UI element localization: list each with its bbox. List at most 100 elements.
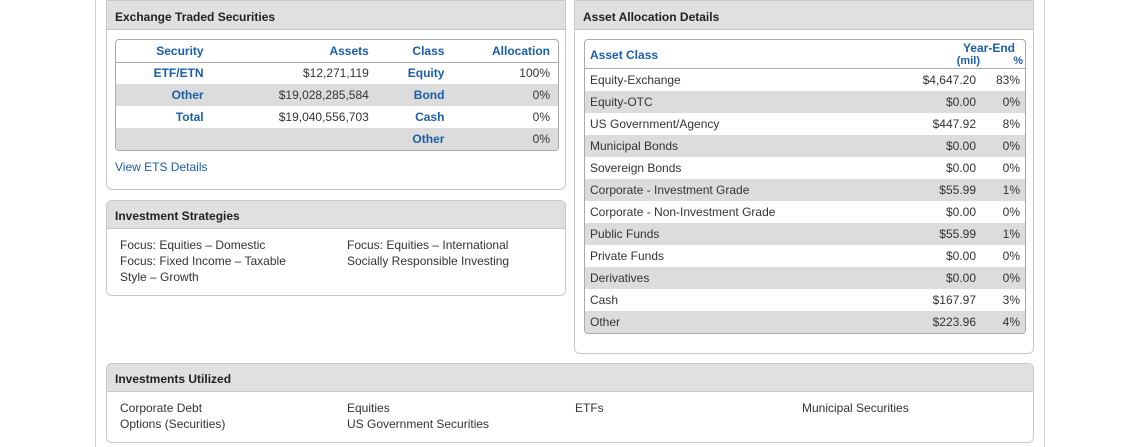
ets-security-cell <box>116 128 210 150</box>
list-item: Corporate Debt <box>120 401 203 415</box>
list-item: Municipal Securities <box>802 401 909 415</box>
allocation-panel-title: Asset Allocation Details <box>575 1 1033 30</box>
table-row: Cash $167.97 3% <box>585 289 1025 311</box>
table-row: Public Funds $55.99 1% <box>585 223 1025 245</box>
ets-class-cell: Equity <box>407 66 445 81</box>
table-row: Equity-Exchange $4,647.20 83% <box>585 69 1025 91</box>
asset-class-pct: 0% <box>1002 271 1020 285</box>
table-row: US Government/Agency $447.92 8% <box>585 113 1025 135</box>
allocation-header-asset-class[interactable]: Asset Class <box>590 48 659 62</box>
allocation-header-pct[interactable]: % <box>1013 55 1023 67</box>
ets-class-cell: Bond <box>374 84 451 106</box>
asset-class-name: Municipal Bonds <box>590 139 679 153</box>
table-row: Sovereign Bonds $0.00 0% <box>585 157 1025 179</box>
asset-class-value: $4,647.20 <box>922 73 976 87</box>
table-row: Private Funds $0.00 0% <box>585 245 1025 267</box>
ets-allocation-cell: 0% <box>532 110 550 124</box>
strategies-panel-title: Investment Strategies <box>107 201 565 229</box>
ets-security-cell: Other <box>116 84 210 106</box>
asset-class-name: Private Funds <box>590 249 665 263</box>
asset-class-value: $0.00 <box>945 95 976 109</box>
table-row: Other 0% <box>116 128 558 150</box>
asset-class-name: Equity-Exchange <box>590 73 681 87</box>
list-item: Focus: Equities – International <box>347 238 509 252</box>
table-row: Equity-OTC $0.00 0% <box>585 91 1025 113</box>
asset-class-pct: 4% <box>1002 315 1020 329</box>
utilized-column-1: Corporate Debt Options (Securities) <box>120 400 225 432</box>
ets-panel-title: Exchange Traded Securities <box>107 1 565 30</box>
asset-class-name: Corporate - Investment Grade <box>590 183 750 197</box>
allocation-header-year-end: Year-End <box>962 41 1015 55</box>
list-item: Socially Responsible Investing <box>347 254 510 268</box>
asset-class-name: Sovereign Bonds <box>590 161 682 175</box>
ets-header-row: Security Assets Class Allocation <box>116 40 558 63</box>
ets-security-cell: Total <box>175 110 204 124</box>
list-item: Equities <box>347 401 390 415</box>
strategies-panel: Investment Strategies Focus: Equities – … <box>106 200 566 296</box>
ets-assets-cell: $19,040,556,703 <box>278 110 369 124</box>
ets-header-class[interactable]: Class <box>374 40 451 63</box>
ets-class-cell: Other <box>374 128 451 150</box>
ets-panel: Exchange Traded Securities Security Asse… <box>106 0 566 190</box>
frame-left-border <box>95 0 96 447</box>
ets-header-allocation[interactable]: Allocation <box>450 40 558 63</box>
allocation-panel: Asset Allocation Details Asset Class Yea… <box>574 0 1034 354</box>
table-row: Corporate - Investment Grade $55.99 1% <box>585 179 1025 201</box>
ets-assets-cell: $12,271,119 <box>302 66 369 81</box>
asset-class-value: $0.00 <box>945 249 976 263</box>
utilized-panel-title: Investments Utilized <box>107 364 1033 392</box>
allocation-table: Asset Class Year-End (mil) % Equity-Exch… <box>584 39 1026 334</box>
asset-class-pct: 0% <box>1002 161 1020 175</box>
asset-class-pct: 83% <box>995 73 1020 87</box>
list-item: ETFs <box>575 401 604 415</box>
strategies-left-column: Focus: Equities – Domestic Focus: Fixed … <box>120 237 286 285</box>
utilized-column-2: Equities US Government Securities <box>347 400 489 432</box>
allocation-header-row: Asset Class Year-End (mil) % <box>585 40 1025 69</box>
asset-class-value: $0.00 <box>945 271 976 285</box>
frame-right-border <box>1044 0 1045 447</box>
asset-class-name: Other <box>590 315 621 329</box>
ets-allocation-cell: 0% <box>450 128 558 150</box>
table-row: Corporate - Non-Investment Grade $0.00 0% <box>585 201 1025 223</box>
ets-assets-cell: $19,028,285,584 <box>209 84 375 106</box>
asset-class-value: $0.00 <box>945 205 976 219</box>
asset-class-value: $0.00 <box>945 161 976 175</box>
table-row: Other $223.96 4% <box>585 311 1025 333</box>
ets-assets-cell <box>209 128 375 150</box>
utilized-panel: Investments Utilized Corporate Debt Opti… <box>106 363 1034 443</box>
asset-class-pct: 8% <box>1002 117 1020 131</box>
ets-security-cell: ETF/ETN <box>153 66 204 81</box>
asset-class-pct: 0% <box>1002 95 1020 109</box>
asset-class-name: Equity-OTC <box>590 95 653 109</box>
ets-allocation-cell: 0% <box>450 84 558 106</box>
asset-class-name: US Government/Agency <box>590 117 720 131</box>
ets-allocation-cell: 100% <box>519 66 550 81</box>
ets-table: Security Assets Class Allocation ETF/ETN… <box>115 39 559 151</box>
ets-class-cell: Cash <box>415 110 445 124</box>
table-row: Other $19,028,285,584 Bond 0% <box>116 84 558 106</box>
asset-class-pct: 0% <box>1002 205 1020 219</box>
asset-class-value: $167.97 <box>932 293 976 307</box>
asset-class-pct: 0% <box>1002 249 1020 263</box>
allocation-header-mil[interactable]: (mil) <box>956 55 980 67</box>
asset-class-name: Derivatives <box>590 271 650 285</box>
ets-header-assets[interactable]: Assets <box>209 40 375 63</box>
asset-class-name: Cash <box>590 293 619 307</box>
list-item: Focus: Fixed Income – Taxable <box>120 254 286 268</box>
table-row: Total $19,040,556,703 Cash 0% <box>116 106 558 128</box>
view-ets-details-link[interactable]: View ETS Details <box>115 160 208 174</box>
utilized-column-3: ETFs <box>575 400 604 416</box>
asset-class-pct: 1% <box>1002 183 1020 197</box>
strategies-right-column: Focus: Equities – International Socially… <box>347 237 509 269</box>
table-row: ETF/ETN $12,271,119 Equity 100% <box>116 62 558 84</box>
asset-class-value: $447.92 <box>932 117 976 131</box>
asset-class-name: Corporate - Non-Investment Grade <box>590 205 776 219</box>
ets-header-security[interactable]: Security <box>116 40 210 63</box>
list-item: US Government Securities <box>347 417 490 431</box>
table-row: Municipal Bonds $0.00 0% <box>585 135 1025 157</box>
asset-class-value: $0.00 <box>945 139 976 153</box>
list-item: Options (Securities) <box>120 417 226 431</box>
asset-class-value: $223.96 <box>932 315 976 329</box>
utilized-column-4: Municipal Securities <box>802 400 909 416</box>
asset-class-value: $55.99 <box>939 227 976 241</box>
